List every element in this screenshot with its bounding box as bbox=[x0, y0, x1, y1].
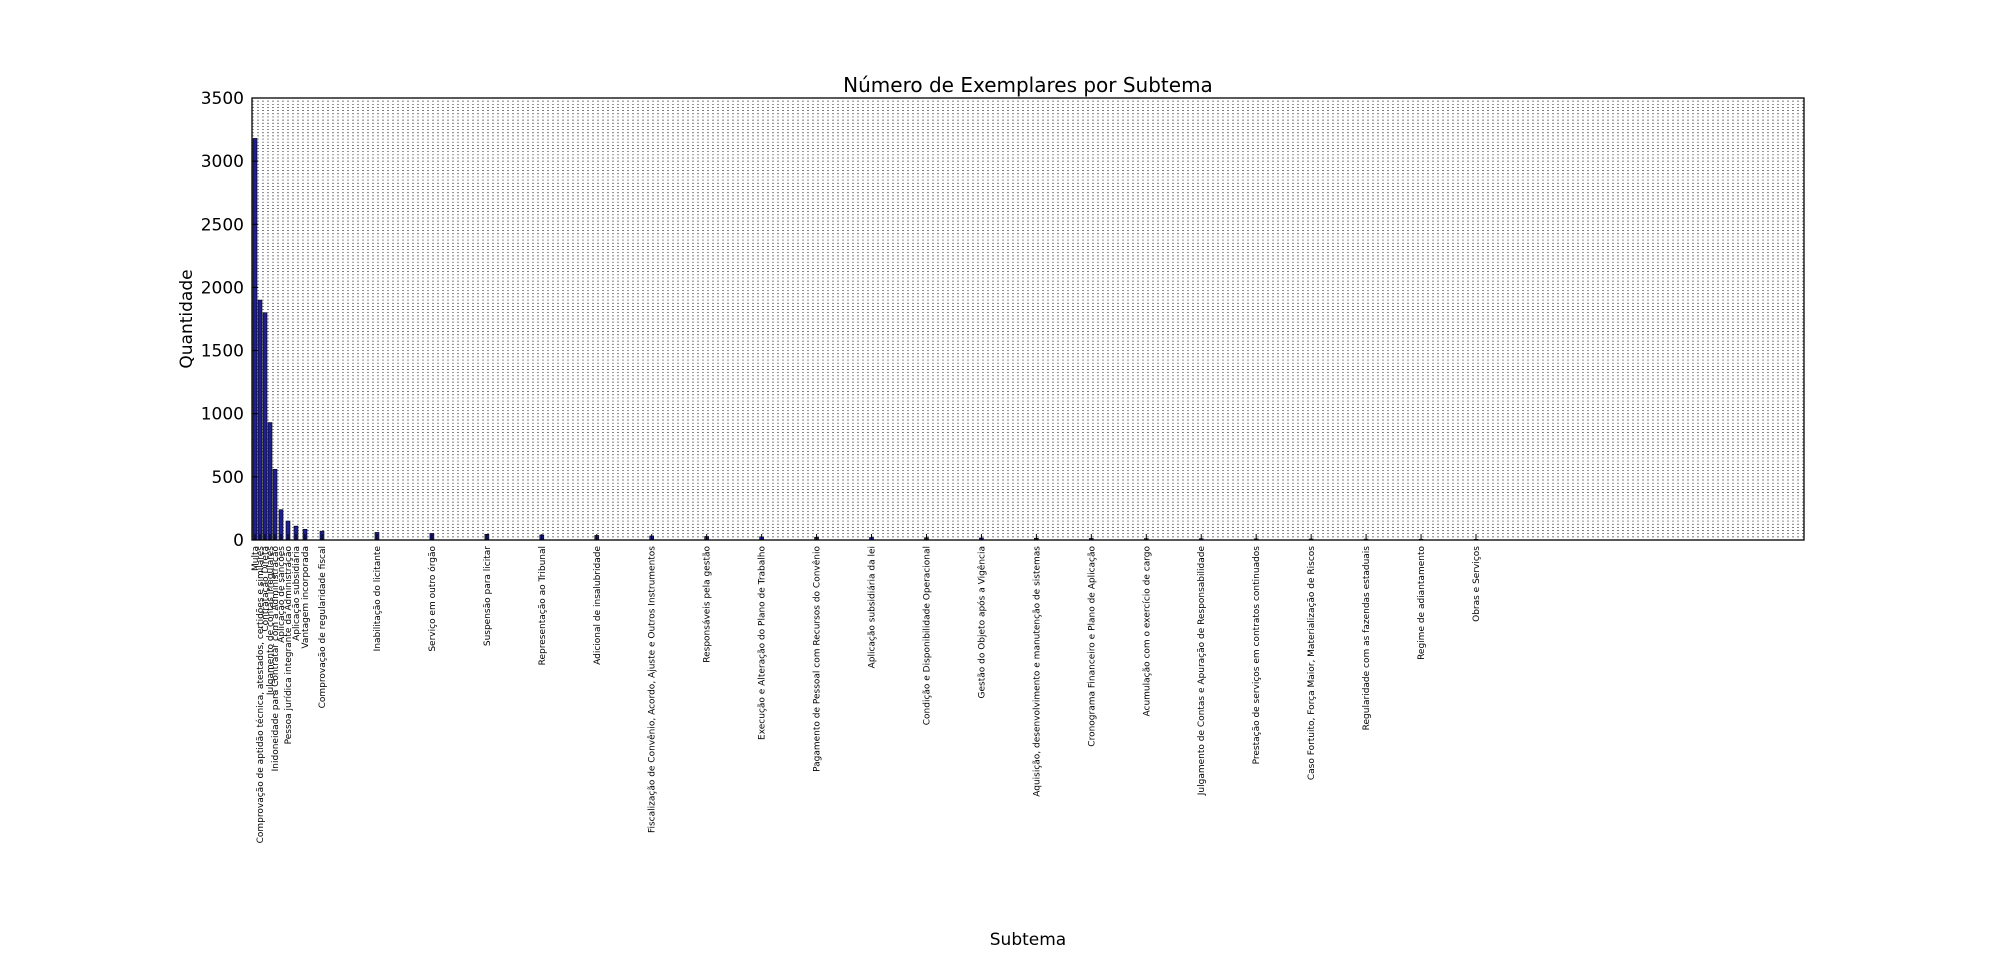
x-tick-label: Multa bbox=[251, 546, 261, 571]
x-tick-label: Contratação Direta bbox=[261, 546, 271, 632]
x-tick-label: Pessoa jurídica integrante da Administra… bbox=[284, 546, 294, 745]
x-tick-label: Comprovação de aptidão técnica, atestado… bbox=[255, 546, 266, 844]
x-tick-label: Obras e Serviços bbox=[1472, 546, 1482, 622]
x-tick-label: Gestão do Objeto após a Vigência bbox=[976, 546, 987, 698]
x-tick-label: Suspensão para licitar bbox=[483, 546, 493, 646]
x-tick-label: Inabilitação do licitante bbox=[373, 546, 383, 652]
x-tick-label: Responsáveis pela gestão bbox=[703, 546, 713, 663]
x-tick-label: Pagamento de Pessoal com Recursos do Con… bbox=[812, 546, 823, 772]
x-tick-label: Acumulação com o exercício de cargo bbox=[1142, 546, 1152, 717]
x-axis-label: Subtema bbox=[990, 930, 1066, 950]
plot-frame bbox=[251, 97, 1805, 541]
y-tick-label: 3500 bbox=[201, 89, 244, 109]
x-tick-label: Cronograma Financeiro e Plano de Aplicaç… bbox=[1087, 546, 1097, 747]
bar bbox=[257, 299, 263, 541]
x-tick-label: Representação ao Tribunal bbox=[538, 546, 548, 665]
x-tick-label: Regime de adiantamento bbox=[1417, 546, 1427, 660]
x-tick-label: Adicional de insalubridade bbox=[593, 546, 603, 665]
bar bbox=[267, 422, 273, 541]
x-tick-label: Serviço em outro órgão bbox=[427, 546, 438, 652]
x-tick-label: Fiscalização de Convênio, Acordo, Ajuste… bbox=[647, 546, 658, 833]
y-axis-ticks: 0 500 1000 1500 2000 2500 3000 3500 bbox=[201, 89, 258, 551]
y-tick-label: 500 bbox=[212, 468, 244, 488]
y-tick-label: 2000 bbox=[201, 278, 244, 298]
y-tick-label: 1500 bbox=[201, 342, 244, 362]
x-tick-label: Vantagem incorporada bbox=[301, 546, 311, 649]
y-tick-label: 1000 bbox=[201, 405, 244, 425]
x-tick-label: Caso Fortuito, Força Maior, Materializaç… bbox=[1307, 546, 1317, 780]
x-tick-label: Inidoneidade para Contratar com a Admini… bbox=[271, 546, 281, 772]
x-tick-label: Condição e Disponibilidade Operacional bbox=[922, 546, 932, 725]
y-tick-label: 0 bbox=[233, 531, 244, 551]
chart-title: Número de Exemplares por Subtema bbox=[843, 73, 1213, 97]
x-tick-label: Julgamento de contas irregulares bbox=[266, 546, 276, 696]
bar bbox=[252, 138, 258, 541]
bar bbox=[272, 468, 278, 541]
x-tick-label: Regularidade com as fazendas estaduais bbox=[1362, 546, 1372, 731]
x-tick-label: Aplicação subsidiária bbox=[292, 546, 302, 641]
x-tick-label: Julgamento de Contas e Apuração de Respo… bbox=[1197, 546, 1207, 797]
x-tick-label: Aplicação subsidiária da lei bbox=[868, 546, 878, 668]
y-tick-label: 2500 bbox=[201, 215, 244, 235]
x-tick-label: Prestação de serviços em contratos conti… bbox=[1252, 546, 1262, 765]
gridlines bbox=[252, 100, 1804, 538]
y-tick-label: 3000 bbox=[201, 152, 244, 172]
bar bbox=[262, 312, 268, 541]
bars bbox=[252, 138, 1479, 541]
x-tick-label: Comprovação de regularidade fiscal bbox=[318, 546, 328, 708]
x-tick-label: Aplicação de sanções bbox=[277, 546, 287, 643]
x-tick-label: Aquisição, desenvolvimento e manutenção … bbox=[1032, 546, 1042, 797]
y-axis-label: Quantidade bbox=[177, 269, 197, 368]
x-tick-label: Execução e Alteração do Plano de Trabalh… bbox=[758, 546, 768, 740]
